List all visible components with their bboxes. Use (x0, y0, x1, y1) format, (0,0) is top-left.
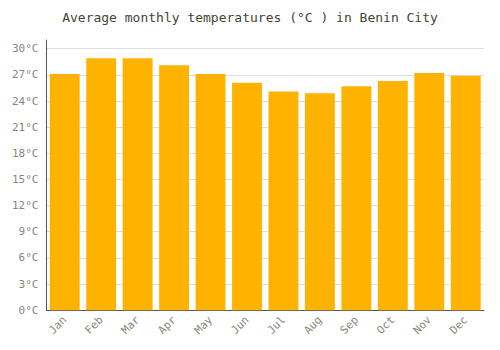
svg-text:6°C: 6°C (19, 251, 39, 264)
svg-text:3°C: 3°C (19, 278, 39, 291)
svg-text:15°C: 15°C (12, 173, 39, 186)
svg-text:Aug: Aug (301, 314, 324, 337)
svg-text:0°C: 0°C (19, 304, 39, 317)
svg-text:Apr: Apr (155, 313, 178, 336)
svg-text:Nov: Nov (411, 313, 434, 336)
svg-text:Mar: Mar (119, 313, 142, 336)
svg-text:Jan: Jan (46, 314, 69, 337)
svg-text:May: May (192, 313, 215, 336)
svg-text:12°C: 12°C (12, 199, 39, 212)
svg-text:18°C: 18°C (12, 147, 39, 160)
svg-text:9°C: 9°C (19, 225, 39, 238)
svg-text:Average monthly temperatures (: Average monthly temperatures (°C ) in Be… (62, 10, 438, 25)
svg-text:30°C: 30°C (12, 42, 39, 55)
svg-text:Jul: Jul (265, 314, 288, 337)
svg-text:Dec: Dec (447, 314, 470, 337)
svg-text:Oct: Oct (374, 314, 397, 337)
svg-text:Jun: Jun (228, 314, 251, 337)
svg-text:Feb: Feb (83, 314, 106, 337)
svg-text:Sep: Sep (338, 314, 361, 337)
svg-text:27°C: 27°C (12, 68, 39, 81)
svg-text:21°C: 21°C (12, 121, 39, 134)
svg-text:24°C: 24°C (12, 95, 39, 108)
